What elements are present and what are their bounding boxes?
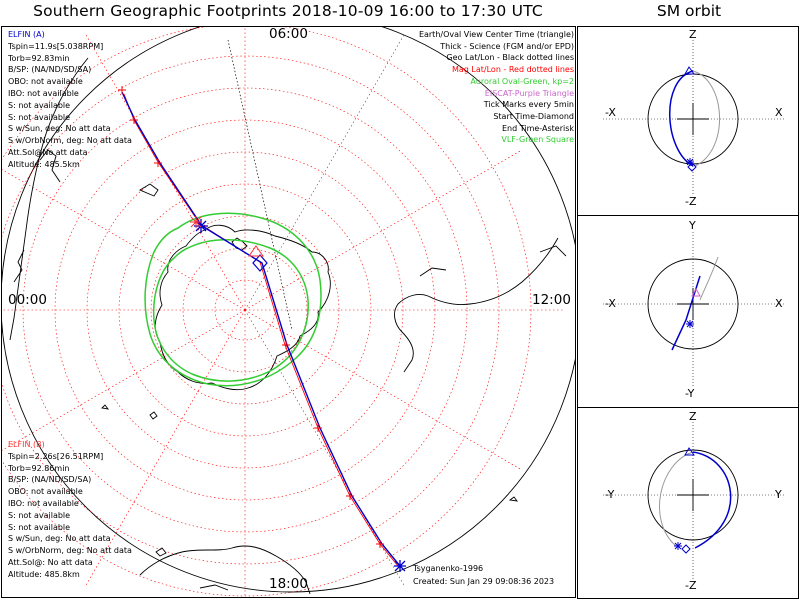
model-label: Tsyganenko-1996: [413, 564, 484, 573]
sm-panel-xy-right-label: X: [775, 297, 783, 310]
sm-panel-yz-bottom-label: -Z: [685, 579, 697, 592]
hour-label-left: 00:00: [8, 292, 47, 308]
sm-orbit-title: SM orbit: [656, 2, 722, 20]
start-time-diamond: [252, 254, 268, 272]
elfin-b-end-asterisk: [190, 216, 202, 228]
sm-panel-yz: [577, 407, 799, 599]
elfin-a-line: Torb=92.83min: [8, 53, 70, 63]
elfin-a-track: [121, 91, 401, 567]
elfin-b-line: S: not available: [8, 510, 71, 520]
map-legend: Earth/Oval View Center Time (triangle) T…: [419, 29, 574, 146]
sm-panel-xz-left-label: -X: [605, 106, 616, 119]
sm-panel-xy-bottom-label: -Y: [685, 387, 695, 400]
elfin-b-info: ELFIN (B) Tspin=2.26s[26.51RPM] Torb=92.…: [8, 439, 132, 581]
sm-panel-xz-bottom-label: -Z: [685, 195, 697, 208]
sm-panel-xz: [577, 26, 799, 216]
elfin-a-line: Tspin=11.9s[5.038RPM]: [8, 41, 104, 51]
page-title: Southern Geographic Footprints 2018-10-0…: [33, 2, 543, 20]
elfin-a-line: S: not available: [8, 100, 71, 110]
legend-item: EISCAT-Purple Triangle: [484, 88, 574, 98]
elfin-b-line: Altitude: 485.8km: [8, 569, 80, 579]
elfin-a-line: IBO: not available: [8, 88, 79, 98]
end-time-asterisk: [194, 219, 406, 572]
elfin-b-line: B/SP: (NA/ND/SD/SA): [8, 475, 92, 485]
tick-marks: [130, 116, 384, 548]
legend-item: Earth/Oval View Center Time (triangle): [418, 30, 574, 39]
sm-panel-xz-top-label: Z: [689, 28, 697, 41]
elfin-a-line: Att.Sol@No att data: [8, 147, 88, 157]
elfin-b-line: OBO: not available: [8, 487, 83, 497]
legend-item: Geo Lat/Lon - Black dotted lines: [446, 53, 574, 63]
hour-label-bottom: 18:00: [269, 576, 308, 592]
created-timestamp: Created: Sun Jan 29 09:08:36 2023: [413, 577, 555, 586]
sm-panel-xy: [577, 215, 799, 408]
elfin-b-name: ELFIN (B): [8, 440, 45, 449]
elfin-b-line: S w/OrbNorm, deg: No att data: [8, 546, 132, 556]
sm-panel-yz-left-label: -Y: [605, 488, 615, 501]
footprint-map-frame: [1, 26, 576, 598]
elfin-b-line: Att.Sol@: No att data: [8, 557, 93, 567]
sm-panel-xy-top-label: Y: [689, 219, 696, 232]
elfin-b-line: S: not available: [8, 522, 71, 532]
elfin-b-line: S w/Sun, deg: No att data: [8, 534, 111, 544]
legend-item: End Time-Asterisk: [501, 123, 574, 133]
sm-panel-xy-left-label: -X: [605, 297, 616, 310]
view-center-triangle: [248, 245, 264, 257]
legend-item: Mag Lat/Lon - Red dotted lines: [451, 65, 574, 75]
elfin-b-line: Tspin=2.26s[26.51RPM]: [8, 451, 104, 461]
geo-meridian: [227, 39, 293, 331]
legend-item: Thick - Science (FGM and/or EPD): [440, 41, 574, 51]
legend-item: Start Time-Diamond: [493, 111, 574, 121]
legend-item: VLF-Green Square: [501, 135, 574, 145]
elfin-a-line: Altitude: 485.5km: [8, 159, 80, 169]
hour-label-top: 06:00: [269, 26, 308, 42]
legend-item: Auroral Oval-Green, kp=2: [470, 76, 574, 86]
elfin-b-line: IBO: not available: [8, 498, 79, 508]
elfin-a-line: S w/Sun, deg: No att data: [8, 124, 111, 134]
hour-label-right: 12:00: [532, 292, 571, 308]
sm-panel-yz-top-label: Z: [689, 410, 697, 423]
coastlines: [9, 57, 567, 595]
elfin-a-info: ELFIN (A) Tspin=11.9s[5.038RPM] Torb=92.…: [8, 29, 132, 171]
sm-panel-yz-right-label: Y: [775, 488, 782, 501]
sm-panel-xz-right-label: X: [775, 106, 783, 119]
auroral-oval: [144, 212, 322, 387]
legend-item: Tick Marks every 5min: [483, 100, 574, 110]
elfin-a-line: B/SP: (NA/ND/SD/SA): [8, 65, 92, 75]
elfin-a-name: ELFIN (A): [8, 30, 45, 39]
elfin-a-line: S w/OrbNorm, deg: No att data: [8, 136, 132, 146]
elfin-b-start-marker: [118, 86, 126, 94]
elfin-a-line: S: not available: [8, 112, 71, 122]
elfin-a-line: OBO: not available: [8, 77, 83, 87]
mag-grid: [2, 27, 565, 597]
elfin-b-track: [123, 93, 399, 567]
earth-disk: [2, 27, 575, 593]
elfin-b-line: Torb=92.86min: [8, 463, 70, 473]
